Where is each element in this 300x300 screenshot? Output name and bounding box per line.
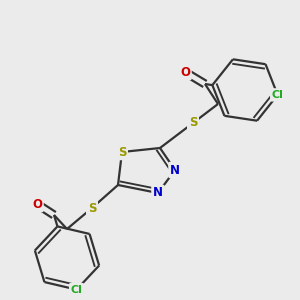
Text: Cl: Cl [272, 90, 284, 100]
Text: O: O [180, 65, 190, 79]
Text: Cl: Cl [70, 285, 83, 295]
Text: N: N [153, 187, 163, 200]
Text: S: S [118, 146, 126, 158]
Text: S: S [189, 116, 197, 130]
Text: N: N [170, 164, 180, 176]
Text: S: S [88, 202, 96, 214]
Text: O: O [32, 197, 42, 211]
